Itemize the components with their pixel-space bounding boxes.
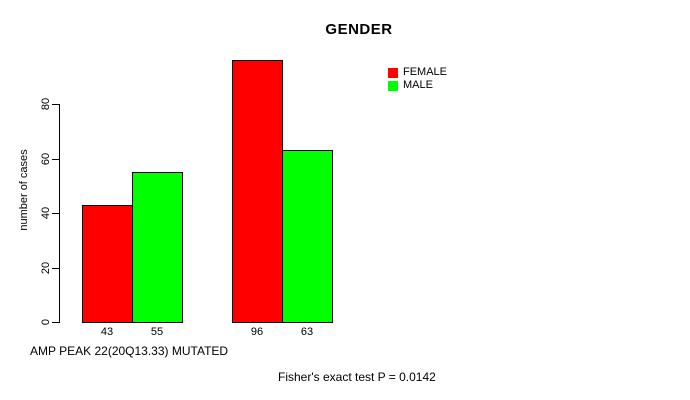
legend: FEMALE MALE	[388, 66, 447, 92]
y-axis-tick	[52, 267, 59, 269]
legend-swatch-female	[388, 67, 398, 78]
y-axis-tick	[52, 213, 59, 214]
statistical-test-annotation: Fisher's exact test P = 0.0142	[278, 370, 436, 384]
y-axis-tick-label: 0	[40, 318, 52, 326]
legend-swatch-male	[388, 80, 398, 91]
bar-value-label-female-group1: 43	[100, 326, 114, 338]
y-axis-title: number of cases	[18, 149, 30, 231]
legend-label-male: MALE	[403, 79, 433, 91]
y-axis-tick	[52, 158, 59, 160]
bar-female-group2	[232, 60, 283, 324]
bar-male-group2	[282, 150, 333, 324]
y-axis-tick-label: 20	[40, 261, 52, 274]
y-axis-tick-label: 40	[40, 206, 52, 220]
legend-item-male: MALE	[388, 79, 447, 92]
bar-value-label-female-group2: 96	[250, 326, 264, 338]
y-axis-line	[59, 104, 60, 323]
legend-label-female: FEMALE	[403, 66, 448, 78]
bar-value-label-male-group2: 63	[300, 326, 314, 338]
y-axis-tick-label: 80	[40, 97, 52, 111]
x-axis-title: AMP PEAK 22(20Q13.33) MUTATED	[30, 344, 229, 358]
bar-female-group1	[82, 204, 133, 323]
bar-male-group1	[132, 172, 183, 324]
y-axis-tick	[52, 322, 59, 323]
y-axis-tick	[52, 104, 59, 105]
chart-title: GENDER	[325, 21, 393, 38]
bar-value-label-male-group1: 55	[150, 326, 164, 338]
legend-item-female: FEMALE	[388, 66, 447, 79]
y-axis-tick-label: 60	[40, 152, 52, 165]
